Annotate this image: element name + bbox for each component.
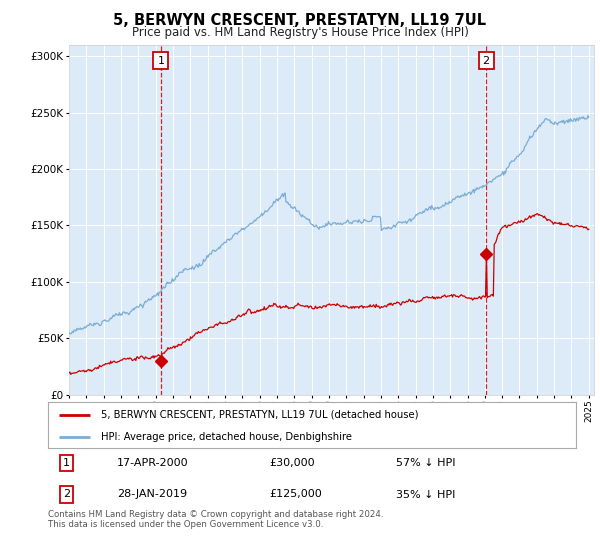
Text: 57% ↓ HPI: 57% ↓ HPI [397,458,456,468]
Text: Contains HM Land Registry data © Crown copyright and database right 2024.
This d: Contains HM Land Registry data © Crown c… [48,510,383,529]
Text: 5, BERWYN CRESCENT, PRESTATYN, LL19 7UL: 5, BERWYN CRESCENT, PRESTATYN, LL19 7UL [113,13,487,29]
Text: £30,000: £30,000 [270,458,316,468]
Text: 2: 2 [63,489,70,500]
Text: 35% ↓ HPI: 35% ↓ HPI [397,489,456,500]
Text: 5, BERWYN CRESCENT, PRESTATYN, LL19 7UL (detached house): 5, BERWYN CRESCENT, PRESTATYN, LL19 7UL … [101,410,418,420]
Text: HPI: Average price, detached house, Denbighshire: HPI: Average price, detached house, Denb… [101,432,352,441]
Text: 28-JAN-2019: 28-JAN-2019 [116,489,187,500]
Text: 1: 1 [157,55,164,66]
Text: Price paid vs. HM Land Registry's House Price Index (HPI): Price paid vs. HM Land Registry's House … [131,26,469,39]
Text: 2: 2 [482,55,490,66]
Text: 1: 1 [63,458,70,468]
Text: 17-APR-2000: 17-APR-2000 [116,458,188,468]
Text: £125,000: £125,000 [270,489,323,500]
